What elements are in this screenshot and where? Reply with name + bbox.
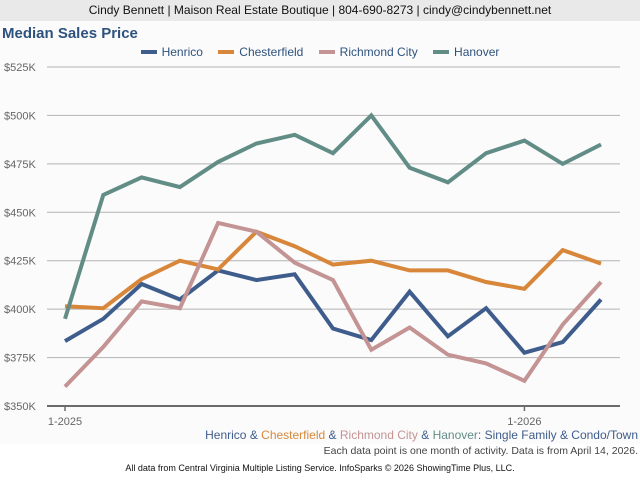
y-tick-label: $425K — [4, 256, 36, 268]
x-tick-label: 1-2026 — [507, 416, 541, 428]
subtitle-part: Hanover — [432, 428, 478, 442]
subtitle-part: & — [325, 428, 340, 442]
y-tick-label: $500K — [4, 110, 36, 122]
chart-subtitle: Henrico & Chesterfield & Richmond City &… — [205, 428, 638, 442]
x-tick-label: 1-2025 — [48, 416, 82, 428]
chart-panel — [0, 21, 640, 444]
subtitle-part: : Single Family & Condo/Town — [477, 428, 638, 442]
legend-label: Henrico — [161, 45, 203, 59]
subtitle-part: & — [246, 428, 262, 442]
legend-item-richmond-city[interactable]: Richmond City — [318, 45, 418, 59]
legend-item-henrico[interactable]: Henrico — [140, 45, 203, 59]
contact-header: Cindy Bennett | Maison Real Estate Bouti… — [0, 0, 640, 21]
data-note: Each data point is one month of activity… — [323, 445, 638, 457]
legend-swatch-chesterfield — [218, 49, 235, 54]
legend: Henrico Chesterfield Richmond City Hanov… — [0, 45, 640, 59]
y-tick-label: $400K — [4, 304, 36, 316]
subtitle-part: Chesterfield — [261, 428, 326, 442]
legend-swatch-hanover — [433, 49, 450, 54]
series-line-hanover — [63, 112, 602, 320]
y-tick-label: $450K — [4, 207, 36, 219]
series-line-henrico — [63, 268, 603, 355]
legend-swatch-richmond-city — [318, 49, 335, 54]
series-line-richmond-city — [63, 220, 603, 388]
y-tick-label: $525K — [4, 62, 36, 74]
legend-item-hanover[interactable]: Hanover — [433, 45, 499, 59]
footer-credit: All data from Central Virginia Multiple … — [125, 463, 515, 473]
subtitle-part: Richmond City — [339, 428, 418, 442]
subtitle-part: & — [417, 428, 433, 442]
legend-label: Hanover — [454, 45, 500, 59]
y-tick-label: $350K — [4, 401, 36, 413]
legend-label: Chesterfield — [239, 45, 304, 59]
legend-label: Richmond City — [339, 45, 418, 59]
legend-item-chesterfield[interactable]: Chesterfield — [218, 45, 303, 59]
series-line-chesterfield — [64, 229, 602, 311]
y-tick-label: $475K — [4, 159, 36, 171]
y-tick-label: $375K — [4, 353, 36, 365]
legend-swatch-henrico — [140, 49, 157, 54]
chart-title: Median Sales Price — [2, 25, 138, 42]
subtitle-part: Henrico — [205, 428, 247, 442]
